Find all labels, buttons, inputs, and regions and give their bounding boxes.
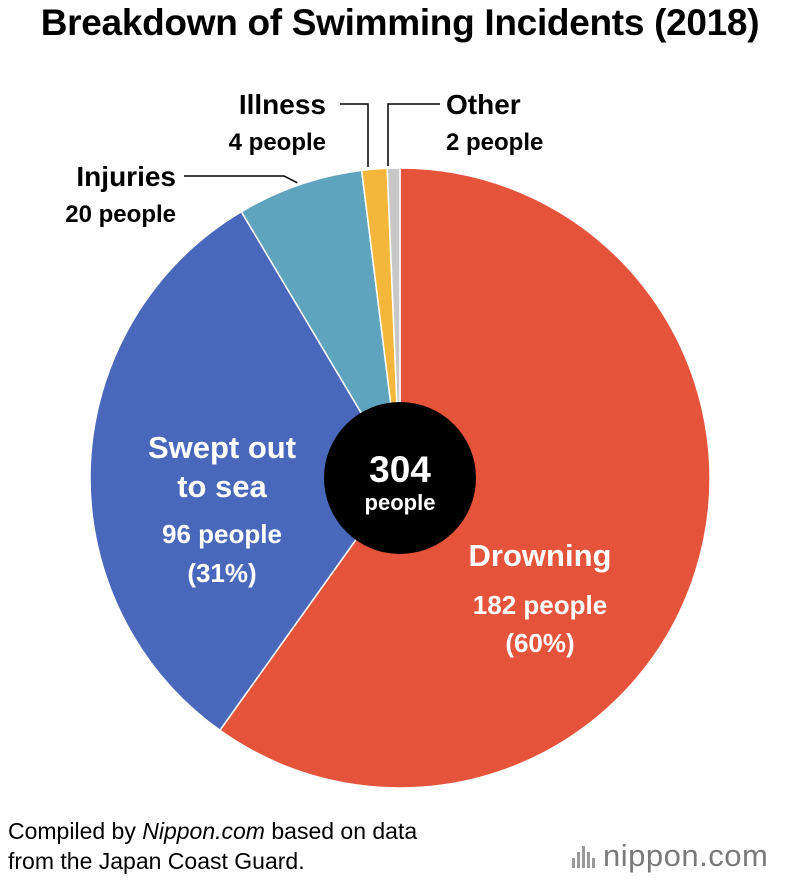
label-illness-value: 4 people (229, 129, 326, 156)
label-swept-value: 96 people (162, 519, 282, 549)
pie-slice-other (386, 167, 401, 479)
source-note: Compiled by Nippon.com based on data fro… (8, 816, 417, 876)
label-swept-percent: (31%) (187, 558, 256, 588)
center-total-unit: people (365, 490, 436, 515)
center-total-value: 304 (369, 449, 431, 490)
label-drowning-value: 182 people (473, 590, 607, 620)
nippon-logo: nippon.com (572, 838, 768, 874)
label-swept-name-2: to sea (177, 469, 267, 504)
center-total-circle (324, 402, 476, 554)
logo-bars-icon (572, 844, 595, 868)
source-line-2: from the Japan Coast Guard. (8, 848, 305, 874)
logo-wordmark: nippon.com (603, 838, 769, 873)
label-injuries-value: 20 people (65, 201, 176, 228)
pie-slice-injuries (240, 169, 401, 479)
label-other-value: 2 people (446, 129, 543, 156)
source-name: Nippon.com (142, 818, 265, 844)
leader-injuries (184, 175, 298, 184)
leader-lines (184, 103, 440, 184)
source-prefix: Compiled by (8, 818, 143, 844)
label-illness-name: Illness (239, 89, 326, 120)
leader-illness (340, 103, 369, 168)
pie-slice-swept-out-to-sea (89, 210, 401, 732)
label-swept-name-1: Swept out (148, 430, 296, 465)
chart-title: Breakdown of Swimming Incidents (2018) (40, 2, 760, 43)
label-drowning-name: Drowning (469, 538, 612, 573)
label-other-name: Other (446, 89, 521, 120)
label-injuries-name: Injuries (76, 161, 176, 192)
source-line-1: Compiled by Nippon.com based on data (8, 816, 417, 846)
source-suffix: based on data (264, 818, 418, 844)
leader-other (387, 103, 440, 167)
slice-labels: Drowning 182 people (60%) Swept out to sea 96… (65, 89, 611, 658)
label-drowning-percent: (60%) (505, 628, 574, 658)
